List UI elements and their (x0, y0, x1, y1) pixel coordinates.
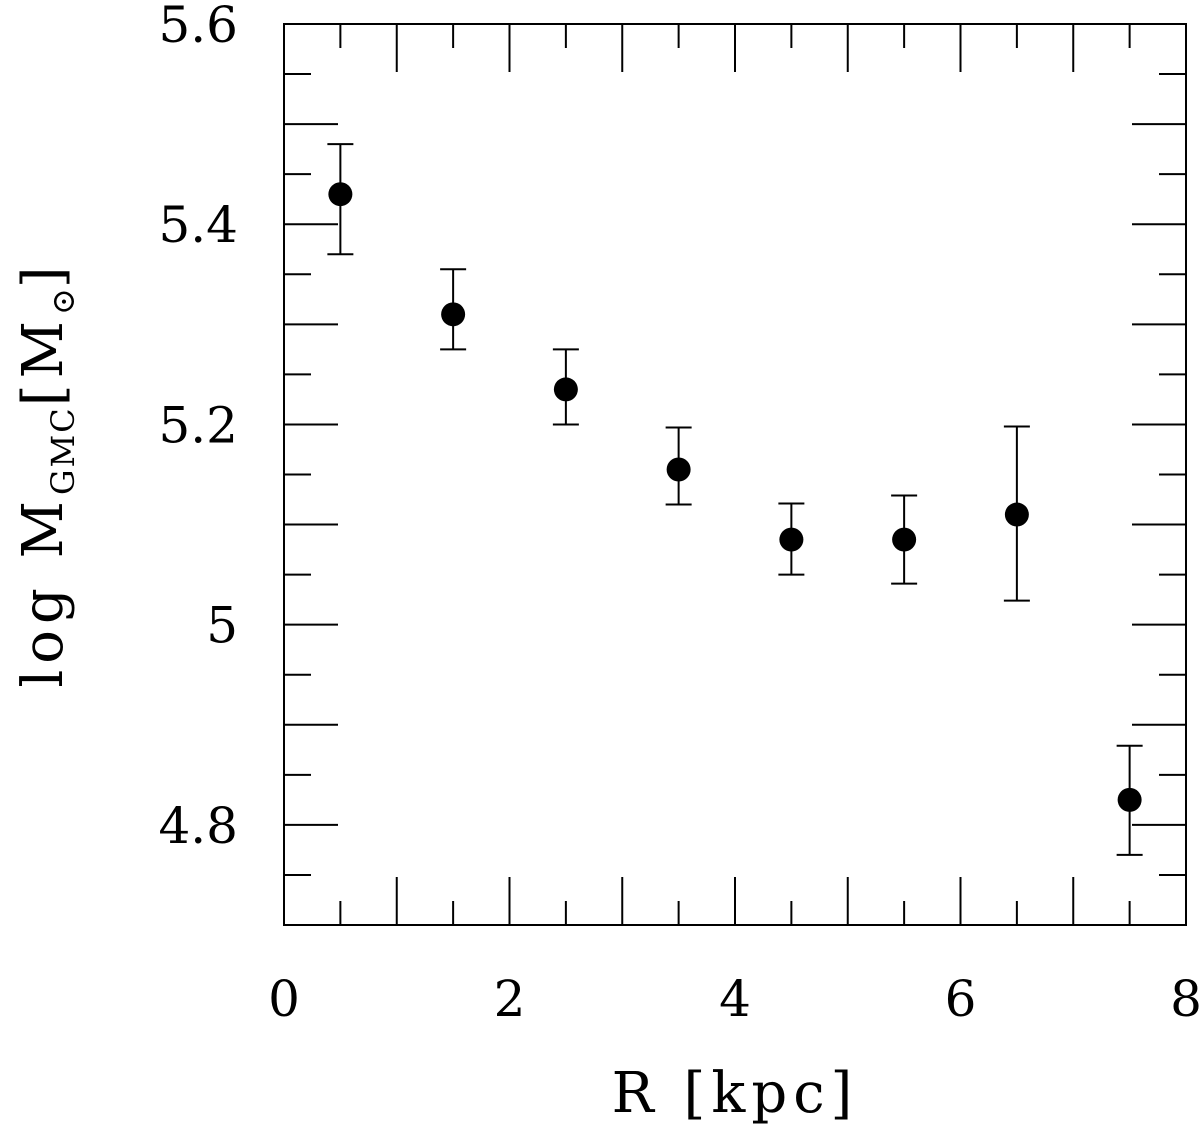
major-ticks (284, 24, 1186, 925)
data-point (327, 143, 354, 256)
minor-ticks (284, 24, 1186, 925)
y-tick-label: 5 (206, 597, 238, 655)
y-axis-label-unit-open: [M (11, 315, 76, 406)
y-axis-label-group: log MGMC[M⊙] (11, 260, 82, 687)
plot-frame (283, 23, 1187, 926)
point-marker (553, 377, 578, 402)
y-axis-label-unit-close: ] (11, 260, 76, 288)
x-tick-label: 4 (719, 970, 751, 1028)
data-points (327, 143, 1143, 856)
y-axis-label-subscript: GMC (44, 406, 82, 495)
point-marker (892, 527, 917, 552)
data-point (440, 268, 467, 351)
x-axis-label: R [kpc] (612, 1061, 859, 1126)
data-point (1116, 744, 1143, 856)
x-tick-label: 2 (494, 970, 526, 1028)
x-tick-label: 8 (1170, 970, 1200, 1028)
data-point (665, 426, 692, 506)
data-point (552, 348, 579, 426)
point-marker (779, 527, 804, 552)
y-tick-label: 5.2 (158, 396, 238, 454)
y-tick-label: 4.8 (158, 797, 238, 855)
y-axis-label-prefix: log M (11, 495, 76, 688)
point-marker (666, 457, 691, 482)
x-tick-label: 0 (268, 970, 300, 1028)
data-point (778, 502, 805, 576)
x-tick-label: 6 (945, 970, 977, 1028)
y-axis-label-unit-subscript: ⊙ (44, 288, 82, 315)
data-point (891, 494, 918, 585)
point-marker (328, 182, 353, 207)
point-marker (1117, 787, 1142, 812)
data-point (1003, 425, 1030, 602)
y-axis-label: log MGMC[M⊙] (11, 260, 82, 687)
y-tick-label: 5.6 (158, 0, 238, 54)
tick-labels: 0 2 4 6 8 4.8 5 5.2 5.4 5.6 (158, 0, 1200, 1028)
y-tick-label: 5.4 (158, 196, 238, 254)
point-marker (441, 302, 466, 327)
point-marker (1004, 502, 1029, 527)
